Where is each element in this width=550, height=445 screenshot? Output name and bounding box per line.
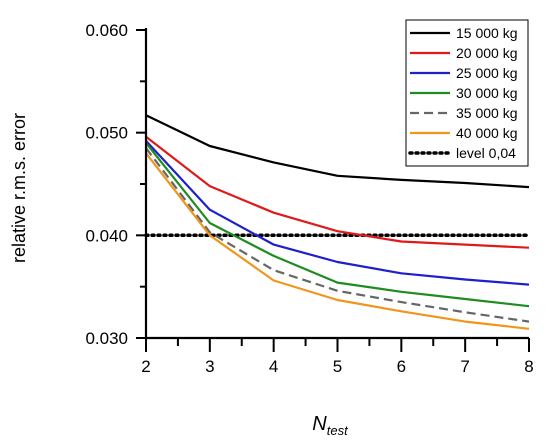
x-axis-title-subscript: test xyxy=(327,423,349,438)
series-line-40-000-kg xyxy=(145,152,530,330)
y-axis-title: relative r.m.s. error xyxy=(9,113,29,263)
legend-label: 25 000 kg xyxy=(456,65,518,81)
plot-area xyxy=(144,114,531,330)
x-tick-label: 8 xyxy=(524,357,533,376)
x-tick-label: 4 xyxy=(269,357,278,376)
x-tick-label: 7 xyxy=(460,357,469,376)
series-line-25-000-kg xyxy=(145,140,530,286)
series-line-30-000-kg xyxy=(145,142,530,308)
axes: 0.030 0.040 0.050 0.060 2 3 4 5 6 7 8 xyxy=(85,21,533,376)
series-line-20-000-kg xyxy=(145,135,530,249)
x-axis-title: Ntest xyxy=(312,413,349,438)
y-tick-label: 0.030 xyxy=(85,329,128,348)
legend-label: 35 000 kg xyxy=(456,105,518,121)
series-line-35-000-kg xyxy=(145,147,530,323)
legend-label: 15 000 kg xyxy=(456,25,518,41)
legend: 15 000 kg 20 000 kg 25 000 kg 30 000 kg 35 0… xyxy=(405,19,529,167)
legend-label: 20 000 kg xyxy=(456,45,518,61)
y-tick-label: 0.060 xyxy=(85,21,128,40)
x-axis-title-main: N xyxy=(312,413,327,435)
series-line-15-000-kg xyxy=(145,114,530,189)
y-tick-label: 0.040 xyxy=(85,226,128,245)
x-tick-label: 2 xyxy=(141,357,150,376)
x-tick-label: 5 xyxy=(333,357,342,376)
legend-label: 40 000 kg xyxy=(456,125,518,141)
legend-label: 30 000 kg xyxy=(456,85,518,101)
legend-label: level 0,04 xyxy=(456,145,516,161)
x-tick-label: 6 xyxy=(397,357,406,376)
y-tick-label: 0.050 xyxy=(85,124,128,143)
x-tick-label: 3 xyxy=(205,357,214,376)
